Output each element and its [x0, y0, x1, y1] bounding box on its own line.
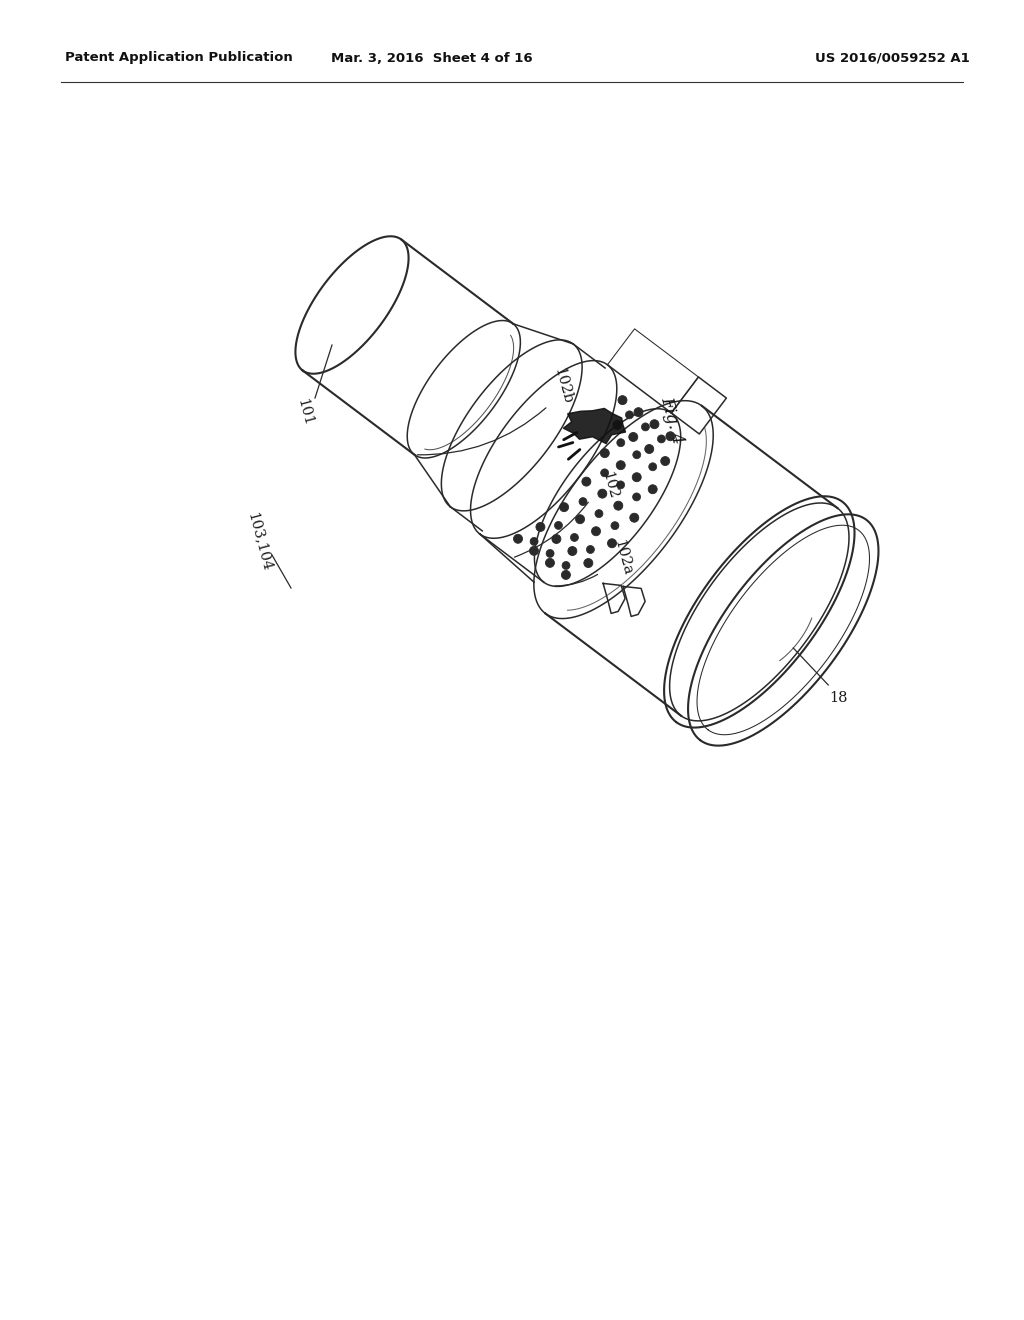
Circle shape: [559, 503, 568, 512]
Circle shape: [529, 546, 539, 556]
Circle shape: [645, 445, 653, 454]
Circle shape: [584, 558, 593, 568]
Circle shape: [616, 461, 626, 470]
Circle shape: [612, 421, 622, 429]
Circle shape: [592, 527, 600, 536]
Circle shape: [630, 513, 639, 523]
Circle shape: [579, 498, 587, 506]
Circle shape: [611, 521, 618, 529]
Text: Fig. 4: Fig. 4: [657, 395, 686, 446]
Circle shape: [546, 549, 554, 557]
Circle shape: [641, 422, 649, 430]
Text: Patent Application Publication: Patent Application Publication: [65, 51, 293, 65]
Text: 18: 18: [829, 690, 848, 705]
Text: US 2016/0059252 A1: US 2016/0059252 A1: [815, 51, 970, 65]
Circle shape: [666, 432, 675, 441]
Circle shape: [568, 546, 577, 556]
Circle shape: [616, 438, 625, 446]
Circle shape: [650, 420, 659, 429]
Circle shape: [561, 570, 570, 579]
Circle shape: [607, 539, 616, 548]
Circle shape: [633, 492, 641, 500]
Circle shape: [616, 480, 625, 488]
Text: 102: 102: [600, 470, 621, 500]
Circle shape: [601, 469, 608, 477]
Circle shape: [648, 484, 657, 494]
Circle shape: [575, 515, 585, 524]
Circle shape: [546, 558, 554, 568]
Circle shape: [554, 521, 562, 529]
Circle shape: [649, 463, 656, 471]
Circle shape: [552, 535, 561, 544]
Circle shape: [570, 533, 579, 541]
Circle shape: [513, 535, 522, 544]
Circle shape: [598, 490, 607, 498]
Text: 103,104: 103,104: [246, 511, 274, 573]
Circle shape: [600, 449, 609, 458]
Circle shape: [582, 477, 591, 486]
Circle shape: [595, 510, 603, 517]
Circle shape: [657, 436, 666, 444]
Circle shape: [629, 433, 638, 441]
Circle shape: [660, 457, 670, 466]
Circle shape: [626, 411, 634, 418]
Circle shape: [632, 473, 641, 482]
Text: 101: 101: [295, 397, 315, 428]
Text: 102a: 102a: [611, 539, 635, 577]
Circle shape: [633, 450, 641, 459]
Circle shape: [536, 523, 545, 532]
Circle shape: [613, 502, 623, 510]
Circle shape: [634, 408, 643, 417]
Text: Mar. 3, 2016  Sheet 4 of 16: Mar. 3, 2016 Sheet 4 of 16: [331, 51, 532, 65]
Circle shape: [618, 396, 627, 405]
Text: 102b: 102b: [552, 367, 574, 405]
Circle shape: [530, 537, 538, 545]
Circle shape: [562, 561, 570, 569]
Polygon shape: [563, 408, 626, 444]
Circle shape: [587, 545, 594, 553]
